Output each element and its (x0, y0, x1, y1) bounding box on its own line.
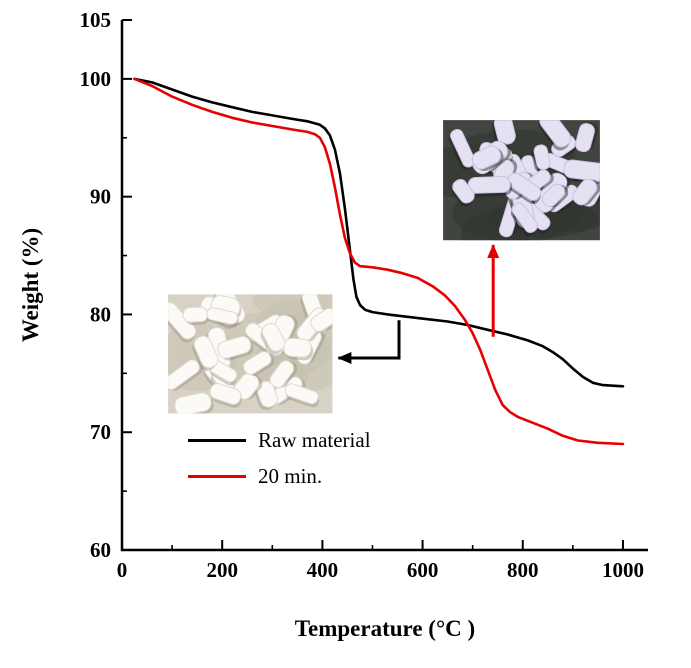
legend-line-20-min (188, 475, 246, 478)
plot-layer: 0 200 400 600 800 1000 60 70 80 90 100 105 (80, 8, 648, 582)
y-tick-label: 60 (90, 538, 111, 562)
sample-photos (168, 120, 600, 414)
raw-material-arrow (337, 320, 401, 364)
y-tick-label: 80 (90, 302, 111, 326)
x-tick-label: 0 (117, 558, 128, 582)
legend-label-raw-material: Raw material (258, 428, 371, 452)
x-tick-label: 200 (206, 558, 238, 582)
legend-line-raw-material (188, 439, 246, 442)
y-axis-title: Weight (%) (18, 228, 43, 342)
x-tick-label: 1000 (602, 558, 644, 582)
y-tick-label: 100 (80, 67, 112, 91)
y-tick-label: 105 (80, 8, 112, 32)
x-tick-label: 800 (507, 558, 539, 582)
legend-label-20-min: 20 min. (258, 464, 323, 488)
raw-material-photo (168, 294, 333, 414)
y-tick-label: 70 (90, 420, 111, 444)
axes: 0 200 400 600 800 1000 60 70 80 90 100 105 (80, 8, 648, 582)
treated-sample-photo (443, 120, 600, 241)
x-tick-label: 600 (407, 558, 439, 582)
x-axis-title: Temperature (°C ) (295, 616, 475, 641)
series-20-min- (133, 77, 625, 446)
x-tick-label: 400 (307, 558, 339, 582)
y-tick-label: 90 (90, 185, 111, 209)
series-raw-material (133, 77, 625, 388)
